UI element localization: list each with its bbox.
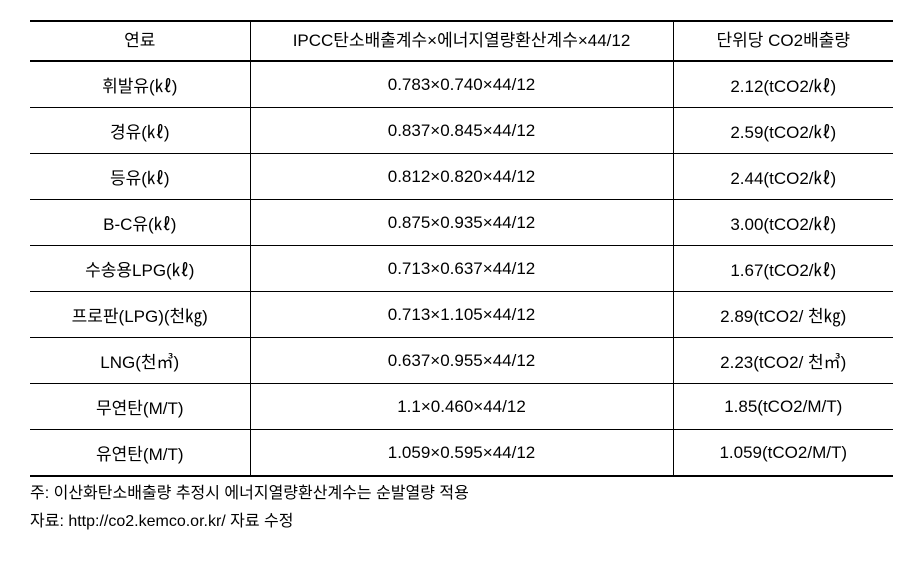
cell-emission: 2.44(tCO2/㎘) [673,154,893,200]
table-row: LNG(천㎥)0.637×0.955×44/122.23(tCO2/ 천㎥) [30,338,893,384]
cell-emission: 2.23(tCO2/ 천㎥) [673,338,893,384]
table-row: 유연탄(M/T)1.059×0.595×44/121.059(tCO2/M/T) [30,430,893,477]
cell-emission: 2.59(tCO2/㎘) [673,108,893,154]
table-row: 휘발유(㎘)0.783×0.740×44/122.12(tCO2/㎘) [30,61,893,108]
table-row: 프로판(LPG)(천㎏)0.713×1.105×44/122.89(tCO2/ … [30,292,893,338]
cell-formula: 0.713×1.105×44/12 [250,292,673,338]
table-body: 휘발유(㎘)0.783×0.740×44/122.12(tCO2/㎘)경유(㎘)… [30,61,893,476]
table-row: 무연탄(M/T)1.1×0.460×44/121.85(tCO2/M/T) [30,384,893,430]
table-row: B-C유(㎘)0.875×0.935×44/123.00(tCO2/㎘) [30,200,893,246]
cell-formula: 0.875×0.935×44/12 [250,200,673,246]
cell-formula: 0.637×0.955×44/12 [250,338,673,384]
cell-fuel: 휘발유(㎘) [30,61,250,108]
table-row: 경유(㎘)0.837×0.845×44/122.59(tCO2/㎘) [30,108,893,154]
cell-fuel: B-C유(㎘) [30,200,250,246]
cell-formula: 0.837×0.845×44/12 [250,108,673,154]
cell-emission: 2.12(tCO2/㎘) [673,61,893,108]
cell-formula: 0.812×0.820×44/12 [250,154,673,200]
col-header-emission: 단위당 CO2배출량 [673,21,893,61]
cell-emission: 3.00(tCO2/㎘) [673,200,893,246]
cell-emission: 2.89(tCO2/ 천㎏) [673,292,893,338]
col-header-fuel: 연료 [30,21,250,61]
table-row: 수송용LPG(㎘)0.713×0.637×44/121.67(tCO2/㎘) [30,246,893,292]
footnote-source: 자료: http://co2.kemco.or.kr/ 자료 수정 [30,511,893,533]
cell-fuel: 경유(㎘) [30,108,250,154]
table-row: 등유(㎘)0.812×0.820×44/122.44(tCO2/㎘) [30,154,893,200]
cell-formula: 0.783×0.740×44/12 [250,61,673,108]
cell-fuel: 등유(㎘) [30,154,250,200]
cell-fuel: 유연탄(M/T) [30,430,250,477]
cell-fuel: 수송용LPG(㎘) [30,246,250,292]
cell-formula: 1.1×0.460×44/12 [250,384,673,430]
cell-emission: 1.85(tCO2/M/T) [673,384,893,430]
cell-fuel: 무연탄(M/T) [30,384,250,430]
cell-fuel: LNG(천㎥) [30,338,250,384]
cell-emission: 1.059(tCO2/M/T) [673,430,893,477]
cell-formula: 0.713×0.637×44/12 [250,246,673,292]
cell-emission: 1.67(tCO2/㎘) [673,246,893,292]
footnote-note: 주: 이산화탄소배출량 추정시 에너지열량환산계수는 순발열량 적용 [30,483,893,505]
cell-fuel: 프로판(LPG)(천㎏) [30,292,250,338]
col-header-formula: IPCC탄소배출계수×에너지열량환산계수×44/12 [250,21,673,61]
cell-formula: 1.059×0.595×44/12 [250,430,673,477]
table-header-row: 연료 IPCC탄소배출계수×에너지열량환산계수×44/12 단위당 CO2배출량 [30,21,893,61]
emissions-table: 연료 IPCC탄소배출계수×에너지열량환산계수×44/12 단위당 CO2배출량… [30,20,893,477]
